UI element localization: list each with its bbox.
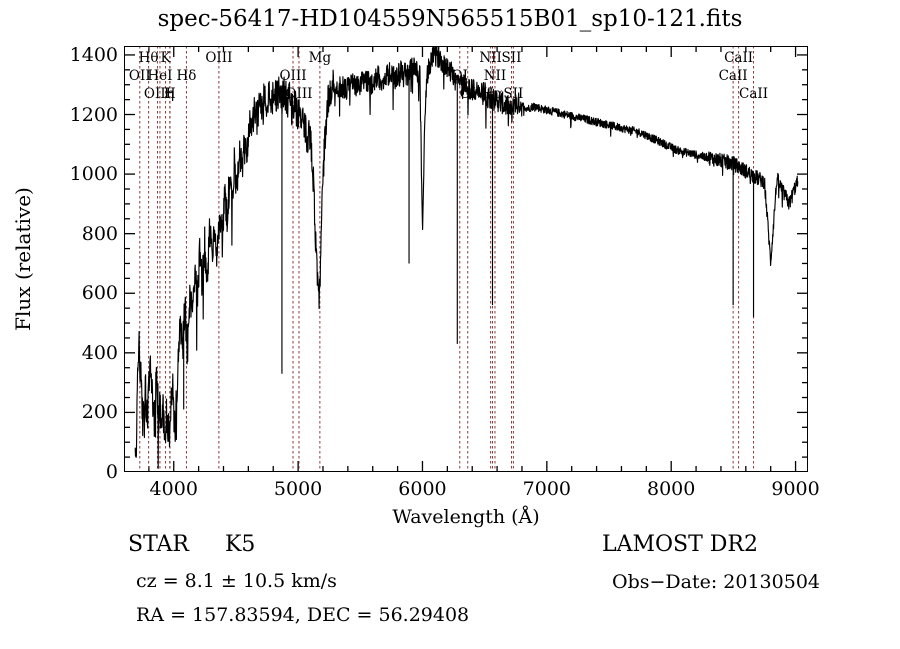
y-axis-title: Flux (relative) <box>11 187 35 331</box>
y-tick-label: 200 <box>81 401 118 424</box>
spectral-line-label: OIII <box>285 86 313 102</box>
obs-date-label: Obs−Date: 20130504 <box>612 571 820 593</box>
object-type-label: STAR K5 <box>128 532 256 557</box>
y-tick-label: 600 <box>81 282 118 305</box>
spectral-class: K5 <box>225 532 256 557</box>
spectral-line-label: Hθ <box>138 50 159 66</box>
x-tick-label: 9000 <box>771 478 820 500</box>
spectral-line-label: Mg <box>308 50 332 66</box>
x-tick-label: 6000 <box>398 478 447 500</box>
y-tick-label: 800 <box>81 222 118 245</box>
spectral-line-label: K <box>160 50 171 66</box>
x-tick-label: 4000 <box>149 478 198 500</box>
spectral-line-label: SII <box>501 50 522 66</box>
spectral-line-label: SII <box>503 86 524 102</box>
spectral-line-label: OI <box>451 68 468 84</box>
y-tick-label: 400 <box>81 341 118 364</box>
plot-title: spec-56417-HD104559N565515B01_sp10-121.f… <box>157 6 743 32</box>
y-tick-label: 0 <box>105 461 118 483</box>
spectrum-trace <box>134 46 799 469</box>
y-tick-label: 1200 <box>69 103 118 126</box>
spectral-line-label: NII <box>483 68 507 84</box>
spectral-line-label: CaII <box>738 86 769 102</box>
spectral-line-label: Hα <box>482 86 503 102</box>
spectral-line-label: H <box>163 86 176 102</box>
y-tick-label: 1400 <box>69 43 118 66</box>
survey-label: LAMOST DR2 <box>602 532 758 557</box>
x-tick-label: 7000 <box>522 478 572 500</box>
redshift-velocity-label: cz = 8.1 ± 10.5 km/s <box>136 570 337 592</box>
absorption-features <box>183 72 755 410</box>
spectral-line-label: OIII <box>205 50 233 66</box>
x-tick-label: 8000 <box>647 478 696 500</box>
spectral-line-label: η <box>165 86 175 102</box>
y-tick-label: 1000 <box>69 163 118 186</box>
x-axis-title: Wavelength (Å) <box>392 506 540 528</box>
spectral-line-label: OI <box>459 86 476 102</box>
spectral-line-label: OIII <box>279 68 307 84</box>
x-tick-label: 5000 <box>273 478 323 500</box>
spectral-line-label: OII <box>128 68 151 84</box>
y-axis-tick-labels: 0 200 400 600 800 1000 1200 1400 <box>50 43 118 483</box>
coordinates-label: RA = 157.83594, DEC = 56.29408 <box>136 604 470 626</box>
spectral-line-label: OIII <box>143 86 171 102</box>
x-axis-tick-labels: 4000 5000 6000 7000 8000 9000 <box>124 478 820 504</box>
spectral-line-label: CaII <box>724 50 754 66</box>
spectral-line-label: Hδ <box>176 68 197 84</box>
plot-frame <box>124 46 808 472</box>
spectral-line-label: HeI <box>147 68 173 84</box>
spectral-line-label: NII <box>479 50 502 66</box>
spectrum-svg <box>124 46 808 472</box>
spectral-line-label: CaII <box>718 68 748 84</box>
